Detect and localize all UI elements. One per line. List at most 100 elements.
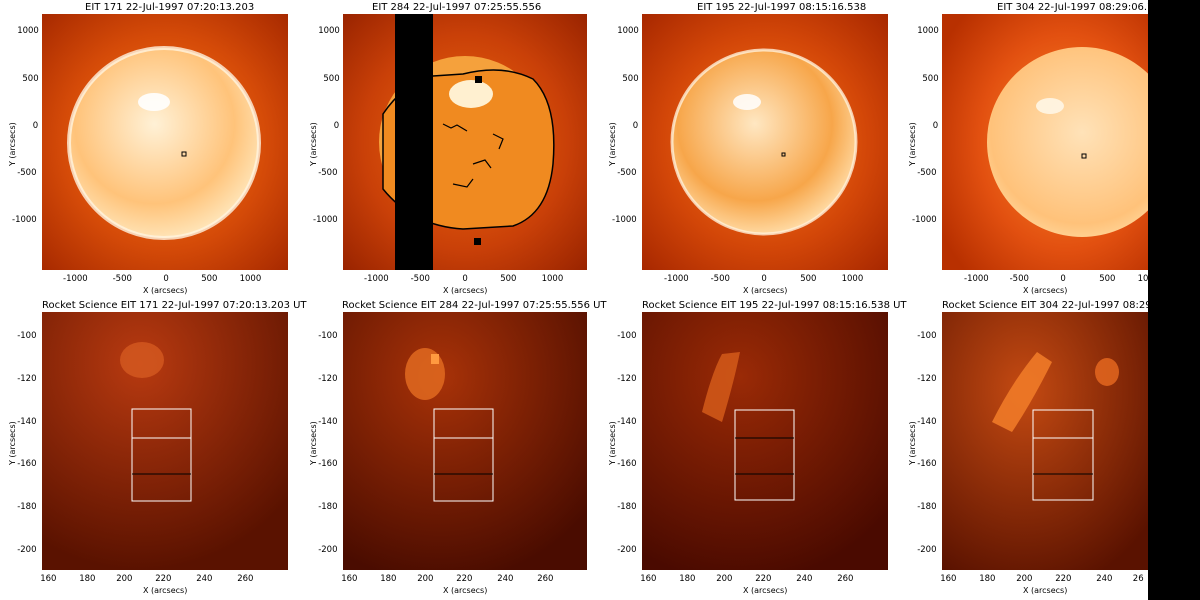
panel-7-image	[642, 312, 888, 570]
x-tick-label: -1000	[63, 274, 88, 284]
x-axis-label: X (arcsecs)	[143, 286, 188, 295]
y-tick-label: 0	[632, 121, 639, 131]
y-tick-label: -1000	[912, 215, 937, 225]
x-tick-label: 160	[40, 574, 57, 584]
x-tick-label: 240	[1096, 574, 1113, 584]
x-tick-label: 260	[837, 574, 854, 584]
y-tick-label: 1000	[318, 26, 340, 36]
x-tick-label: 0	[761, 274, 767, 284]
panel-1-image	[42, 14, 288, 270]
y-tick-label: -1000	[313, 215, 338, 225]
x-tick-label: 220	[456, 574, 473, 584]
x-axis-label: X (arcsecs)	[743, 586, 788, 595]
y-tick-label: 1000	[17, 26, 39, 36]
x-axis-label: X (arcsecs)	[443, 286, 488, 295]
x-tick-label: 200	[716, 574, 733, 584]
y-tick-label: -120	[617, 374, 637, 384]
y-axis-label: Y (arcsecs)	[8, 122, 17, 166]
x-tick-label: -500	[1009, 274, 1029, 284]
x-tick-label: 260	[537, 574, 554, 584]
x-tick-label: 500	[1099, 274, 1116, 284]
y-tick-label: 500	[622, 74, 639, 84]
y-tick-label: 1000	[617, 26, 639, 36]
y-tick-label: 0	[932, 121, 939, 131]
x-tick-label: 200	[116, 574, 133, 584]
y-axis-label: Y (arcsecs)	[309, 421, 318, 465]
sun-disk-304	[942, 14, 1148, 270]
y-tick-label: -140	[318, 417, 338, 427]
panel-5-image	[42, 312, 288, 570]
panel-6-image	[343, 312, 587, 570]
x-tick-label: 500	[201, 274, 218, 284]
y-tick-label: -100	[318, 331, 338, 341]
y-tick-label: -160	[617, 459, 637, 469]
y-tick-label: -200	[917, 545, 937, 555]
x-tick-label: -1000	[964, 274, 989, 284]
x-tick-label: 220	[1055, 574, 1072, 584]
x-tick-label: 180	[380, 574, 397, 584]
y-tick-label: -200	[17, 545, 37, 555]
y-tick-label: -500	[617, 168, 637, 178]
x-tick-label: -500	[112, 274, 132, 284]
sun-disk-195	[642, 14, 888, 270]
x-tick-label: 180	[79, 574, 96, 584]
y-axis-label: Y (arcsecs)	[608, 122, 617, 166]
y-tick-label: -180	[318, 502, 338, 512]
y-tick-label: -500	[17, 168, 37, 178]
panel-8-image	[942, 312, 1148, 570]
y-tick-label: 500	[922, 74, 939, 84]
x-tick-label: 220	[755, 574, 772, 584]
panel-3-image	[642, 14, 888, 270]
panel-3-title: EIT 195 22-Jul-1997 08:15:16.538	[697, 2, 867, 13]
panel-2-title: EIT 284 22-Jul-1997 07:25:55.556	[372, 2, 542, 13]
zoom-284	[343, 312, 587, 570]
x-tick-label: 180	[679, 574, 696, 584]
y-axis-label: Y (arcsecs)	[8, 421, 17, 465]
y-axis-label: Y (arcsecs)	[309, 122, 318, 166]
y-axis-label: Y (arcsecs)	[608, 421, 617, 465]
sun-disk-284	[343, 14, 587, 270]
y-tick-label: 0	[333, 121, 340, 131]
x-tick-label: 260	[237, 574, 254, 584]
x-tick-label: 240	[796, 574, 813, 584]
y-tick-label: 500	[22, 74, 39, 84]
x-tick-label: 200	[1016, 574, 1033, 584]
y-tick-label: -100	[17, 331, 37, 341]
x-tick-label: 0	[1060, 274, 1066, 284]
y-tick-label: -180	[17, 502, 37, 512]
y-tick-label: -500	[318, 168, 338, 178]
panel-8-title: Rocket Science EIT 304 22-Jul-1997 08:29…	[942, 300, 1162, 311]
x-tick-label: 240	[497, 574, 514, 584]
y-tick-label: -200	[318, 545, 338, 555]
y-tick-label: -140	[917, 417, 937, 427]
x-tick-label: 0	[462, 274, 468, 284]
y-tick-label: -180	[917, 502, 937, 512]
x-axis-label: X (arcsecs)	[443, 586, 488, 595]
panel-2-image	[343, 14, 587, 270]
x-tick-label: 26	[1132, 574, 1144, 584]
x-axis-label: X (arcsecs)	[743, 286, 788, 295]
y-tick-label: -120	[318, 374, 338, 384]
y-tick-label: -500	[917, 168, 937, 178]
x-tick-label: 1000	[841, 274, 864, 284]
x-axis-label: X (arcsecs)	[1023, 586, 1068, 595]
x-tick-label: -1000	[364, 274, 389, 284]
x-tick-label: 1000	[239, 274, 262, 284]
x-tick-label: 500	[800, 274, 817, 284]
x-tick-label: 180	[979, 574, 996, 584]
x-tick-label: -1000	[664, 274, 689, 284]
x-tick-label: 160	[341, 574, 358, 584]
x-tick-label: -500	[410, 274, 430, 284]
y-tick-label: -100	[617, 331, 637, 341]
x-tick-label: 220	[155, 574, 172, 584]
x-tick-label: 240	[196, 574, 213, 584]
y-tick-label: -160	[318, 459, 338, 469]
y-axis-label: Y (arcsecs)	[908, 421, 917, 465]
x-tick-label: 160	[640, 574, 657, 584]
panel-7-title: Rocket Science EIT 195 22-Jul-1997 08:15…	[642, 300, 907, 311]
y-tick-label: 500	[323, 74, 340, 84]
y-tick-label: -160	[917, 459, 937, 469]
x-axis-label: X (arcsecs)	[1023, 286, 1068, 295]
y-tick-label: 1000	[917, 26, 939, 36]
